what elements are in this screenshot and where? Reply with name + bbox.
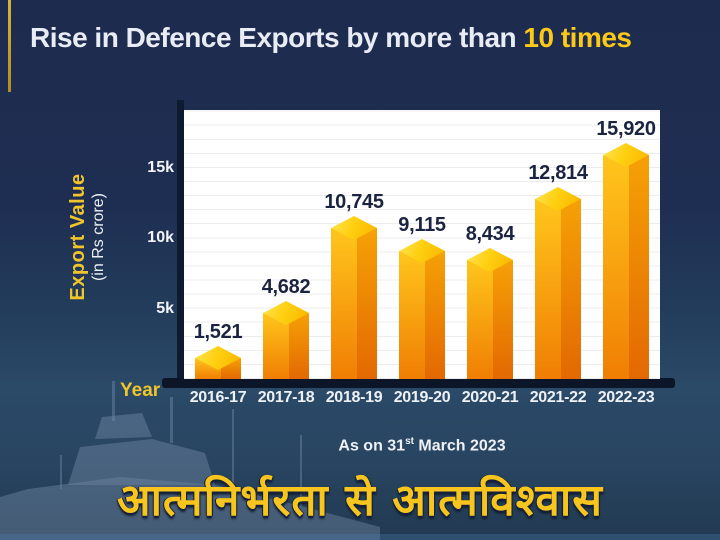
x-tick-label: 2022-23 bbox=[597, 389, 655, 406]
x-axis-labels: 2016-17 2017-18 2018-19 2019-20 2020-21 2021-… bbox=[184, 389, 660, 407]
warship-photo-background bbox=[0, 381, 380, 540]
bar-group: 8,434 bbox=[456, 223, 524, 379]
bar-column bbox=[467, 260, 513, 379]
bar-value-label: 12,814 bbox=[528, 162, 588, 184]
hindi-slogan: आत्मनिर्भरता से आत्मविश्वास bbox=[116, 475, 604, 526]
bar-front-face bbox=[535, 199, 561, 379]
bar-side-face bbox=[492, 260, 513, 379]
footnote-prefix: As on 31 bbox=[338, 437, 406, 455]
bar-side-face bbox=[356, 228, 377, 379]
y-axis-title-sub: (in Rs crore) bbox=[90, 193, 107, 282]
x-tick-label: 2020-21 bbox=[461, 389, 519, 406]
footnote-suffix: March 2023 bbox=[413, 437, 506, 455]
bar-front-face bbox=[603, 155, 629, 379]
sea-highlight bbox=[0, 534, 720, 540]
bar-group: 12,814 bbox=[524, 162, 592, 379]
x-tick-label: 2021-22 bbox=[529, 389, 587, 406]
bar-group: 10,745 bbox=[320, 191, 388, 379]
bar-value-label: 9,115 bbox=[398, 214, 446, 236]
bar-value-label: 1,521 bbox=[193, 321, 243, 343]
bar-front-face bbox=[399, 251, 425, 379]
bar-group: 9,115 bbox=[388, 214, 456, 379]
x-axis-title: Year bbox=[120, 380, 161, 401]
bar-column bbox=[535, 199, 581, 379]
gold-accent-line bbox=[8, 0, 11, 92]
bar-side-face bbox=[288, 313, 309, 379]
bar-column bbox=[263, 313, 309, 379]
bar-front-face bbox=[331, 228, 357, 379]
y-tick-label: 15k bbox=[147, 159, 174, 176]
bar-value-label: 15,920 bbox=[596, 118, 656, 140]
x-tick-label: 2018-19 bbox=[325, 389, 383, 406]
title-highlight: 10 times bbox=[523, 22, 632, 53]
bar-side-face bbox=[560, 199, 581, 379]
y-tick-label: 5k bbox=[156, 299, 174, 317]
x-axis-line bbox=[162, 378, 675, 388]
title-text: Rise in Defence Exports by more than bbox=[30, 22, 524, 53]
bar-side-face bbox=[424, 251, 445, 379]
bar-value-label: 10,745 bbox=[324, 191, 384, 213]
y-axis-title-main: Export Value bbox=[67, 173, 89, 301]
bar-column bbox=[399, 251, 445, 379]
bar-group: 1,521 bbox=[184, 321, 252, 379]
bar-front-face bbox=[467, 260, 493, 379]
bar-group: 15,920 bbox=[592, 118, 660, 379]
bar-side-face bbox=[628, 155, 649, 379]
x-tick-label: 2017-18 bbox=[257, 389, 315, 406]
footnote: As on 31st March 2023 bbox=[184, 436, 660, 455]
y-axis-title: Export Value (in Rs crore) bbox=[67, 107, 127, 367]
bar-value-label: 4,682 bbox=[261, 276, 311, 298]
bar-column bbox=[603, 155, 649, 379]
x-tick-label: 2019-20 bbox=[393, 389, 451, 406]
chart-plot: 1,521 4,682 10,745 9,115 8,434 12,814 15,920 bbox=[184, 110, 660, 379]
footnote-ordinal: st bbox=[405, 436, 414, 447]
y-axis-ticks: 5k 10k 15k bbox=[128, 110, 174, 379]
y-axis-line bbox=[177, 100, 184, 388]
bar-group: 4,682 bbox=[252, 276, 320, 379]
page-title: Rise in Defence Exports by more than 10 … bbox=[30, 22, 632, 54]
y-tick-label: 10k bbox=[147, 229, 174, 247]
x-tick-label: 2016-17 bbox=[189, 389, 247, 406]
bar-value-label: 8,434 bbox=[465, 223, 515, 245]
bar-column bbox=[331, 228, 377, 379]
